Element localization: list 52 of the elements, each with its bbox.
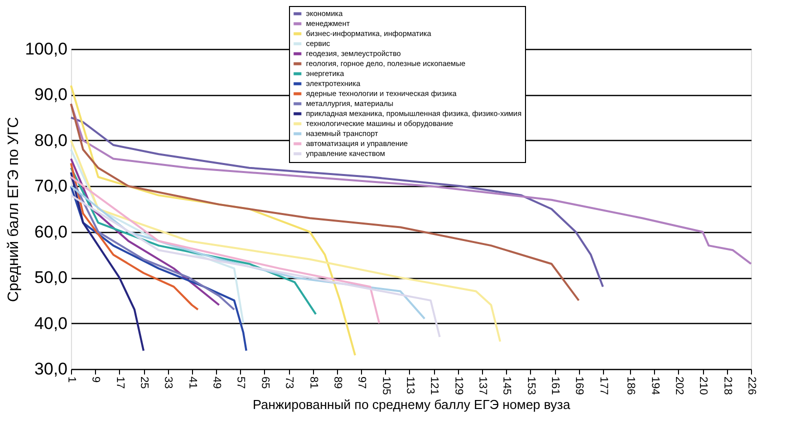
y-axis-title: Средний балл ЕГЭ по УГС bbox=[4, 116, 22, 302]
x-tick-label: 137 bbox=[476, 376, 489, 395]
line-series bbox=[70, 194, 441, 338]
line-series bbox=[70, 158, 220, 306]
x-tick-label: 89 bbox=[331, 376, 344, 389]
x-tick-label: 169 bbox=[573, 376, 586, 395]
x-tick-label: 161 bbox=[549, 376, 562, 395]
x-tick-label: 153 bbox=[524, 376, 537, 395]
x-tick-label: 121 bbox=[428, 376, 440, 395]
y-tick-label: 90,0 bbox=[34, 85, 68, 104]
x-tick-label: 210 bbox=[697, 376, 710, 395]
x-tick-label: 113 bbox=[404, 376, 416, 394]
x-tick-label: 177 bbox=[597, 376, 610, 395]
x-tick-label: 17 bbox=[114, 376, 126, 389]
line-series bbox=[70, 102, 580, 302]
line-series bbox=[70, 176, 236, 311]
x-tick-label: 41 bbox=[186, 376, 198, 389]
x-tick-label: 129 bbox=[452, 376, 464, 395]
line-series bbox=[70, 176, 380, 324]
x-tick-label: 33 bbox=[162, 376, 174, 389]
x-tick-label: 218 bbox=[721, 376, 734, 395]
x-tick-label: 9 bbox=[90, 376, 102, 383]
line-series bbox=[70, 139, 502, 343]
line-series bbox=[70, 116, 604, 288]
x-tick-label: 65 bbox=[258, 376, 271, 389]
x-tick-label: 97 bbox=[356, 376, 368, 389]
x-tick-label: 194 bbox=[648, 376, 661, 395]
x-tick-label: 73 bbox=[283, 376, 296, 389]
x-tick-label: 186 bbox=[624, 376, 637, 395]
x-tick-label: 202 bbox=[672, 376, 685, 395]
x-axis-title: Ранжированный по среднему баллу ЕГЭ номер вуза bbox=[252, 396, 571, 412]
x-tick-label: 1 bbox=[66, 376, 78, 383]
line-series bbox=[70, 185, 248, 352]
line-series bbox=[70, 166, 317, 316]
x-tick-label: 25 bbox=[138, 376, 150, 389]
line-series bbox=[70, 162, 199, 311]
y-tick-label: 30,0 bbox=[34, 360, 68, 378]
y-tick-label: 70,0 bbox=[34, 176, 68, 196]
y-tick-label: 80,0 bbox=[34, 130, 68, 150]
x-tick-label: 81 bbox=[307, 376, 320, 389]
line-series bbox=[70, 185, 426, 320]
x-tick-label: 226 bbox=[746, 376, 758, 395]
y-tick-label: 50,0 bbox=[34, 268, 68, 288]
x-tick-label: 49 bbox=[210, 376, 223, 389]
y-tick-label: 60,0 bbox=[34, 222, 68, 242]
y-tick-label: 100,0 bbox=[24, 40, 68, 58]
line-series bbox=[70, 171, 145, 352]
y-tick-label: 40,0 bbox=[34, 314, 68, 333]
x-tick-label: 145 bbox=[500, 376, 513, 395]
line-series bbox=[70, 148, 244, 324]
x-tick-label: 57 bbox=[234, 376, 247, 389]
x-tick-label: 105 bbox=[380, 376, 392, 395]
